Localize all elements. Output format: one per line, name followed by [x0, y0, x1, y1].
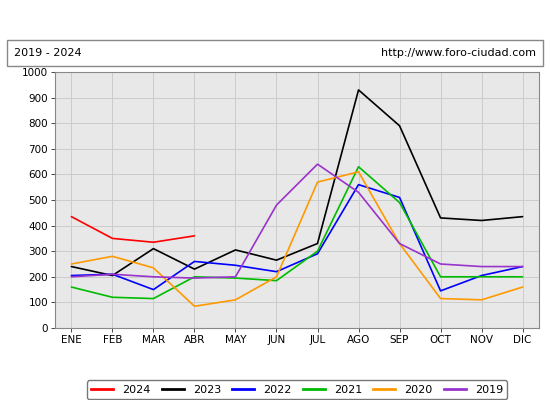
Legend: 2024, 2023, 2022, 2021, 2020, 2019: 2024, 2023, 2022, 2021, 2020, 2019 — [86, 380, 508, 399]
Text: Evolucion Nº Turistas Nacionales en el municipio de A Lama: Evolucion Nº Turistas Nacionales en el m… — [76, 13, 474, 26]
FancyBboxPatch shape — [7, 40, 543, 66]
Text: 2019 - 2024: 2019 - 2024 — [14, 48, 81, 58]
Text: http://www.foro-ciudad.com: http://www.foro-ciudad.com — [381, 48, 536, 58]
